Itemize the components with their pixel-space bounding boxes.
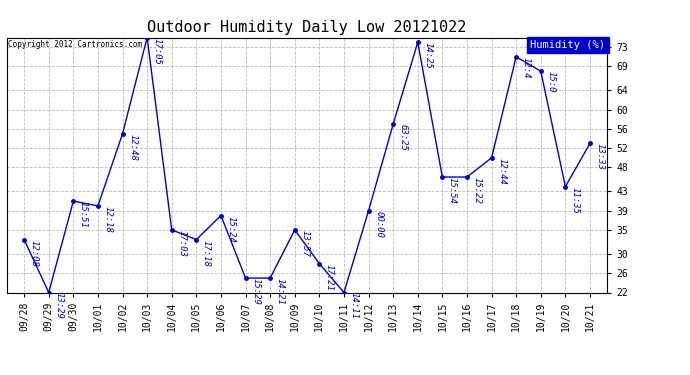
Text: 17:18: 17:18 (202, 240, 211, 267)
Text: Humidity (%): Humidity (%) (531, 40, 605, 50)
Text: 17:05: 17:05 (152, 38, 161, 64)
Text: 63:25: 63:25 (399, 124, 408, 151)
Text: 15:51: 15:51 (79, 201, 88, 228)
Text: 12:4: 12:4 (522, 57, 531, 78)
Text: 15:0: 15:0 (546, 71, 555, 93)
Text: 13:29: 13:29 (55, 292, 63, 320)
Text: 13:33: 13:33 (595, 143, 604, 170)
Text: 14:21: 14:21 (276, 278, 285, 305)
Text: 14:25: 14:25 (424, 42, 433, 69)
Text: 15:22: 15:22 (473, 177, 482, 204)
Text: 17:21: 17:21 (325, 264, 334, 291)
Text: 12:08: 12:08 (30, 240, 39, 267)
Text: 12:44: 12:44 (497, 158, 506, 184)
Title: Outdoor Humidity Daily Low 20121022: Outdoor Humidity Daily Low 20121022 (148, 20, 466, 35)
Text: 12:18: 12:18 (104, 206, 112, 233)
Text: 15:54: 15:54 (448, 177, 457, 204)
Text: 17:03: 17:03 (177, 230, 186, 257)
Text: 15:29: 15:29 (251, 278, 260, 305)
Text: 11:35: 11:35 (571, 187, 580, 213)
Text: 13:57: 13:57 (300, 230, 309, 257)
Text: 14:11: 14:11 (350, 292, 359, 320)
Text: 12:48: 12:48 (128, 134, 137, 160)
Text: Copyright 2012 Cartronics.com: Copyright 2012 Cartronics.com (8, 40, 141, 49)
Text: 15:24: 15:24 (226, 216, 235, 242)
Text: 00:00: 00:00 (374, 211, 383, 238)
